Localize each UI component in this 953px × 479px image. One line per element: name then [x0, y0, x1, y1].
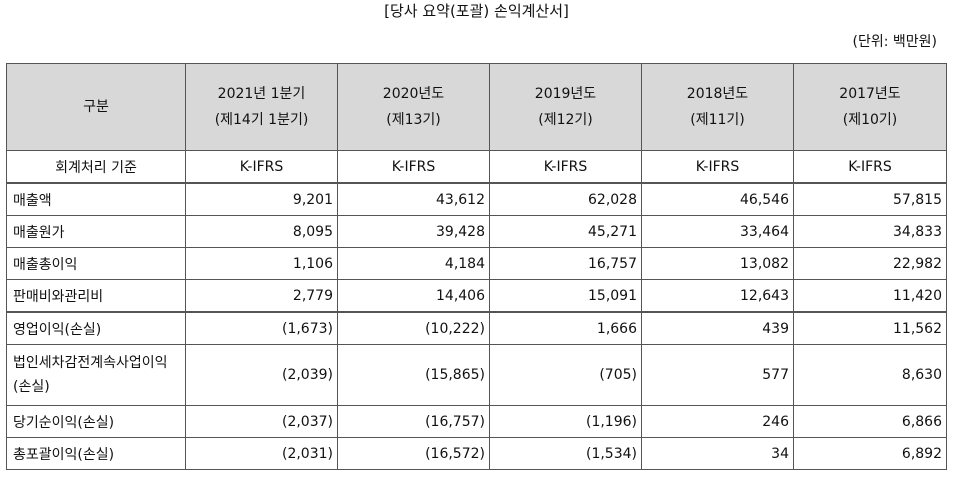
header-col-4: 2017년도 (제10기)	[793, 63, 947, 151]
header-col-line1: 2018년도	[686, 86, 749, 102]
row-label: 총포괄이익(손실)	[6, 437, 186, 470]
value-cell: 62,028	[489, 182, 642, 216]
value-cell: (16,757)	[337, 405, 490, 438]
table-row: 법인세차감전계속사업이익(손실) (2,039) (15,865) (705) …	[6, 344, 947, 406]
document-title: [당사 요약(포괄) 손익계산서]	[384, 2, 569, 20]
value-cell: 34,833	[793, 215, 947, 248]
value-cell: (2,039)	[185, 344, 338, 406]
value-cell: 12,643	[641, 279, 794, 313]
row-label: 당기순이익(손실)	[6, 405, 186, 438]
header-col-line1: 2017년도	[839, 86, 901, 102]
row-label: 매출총이익	[6, 247, 186, 280]
value-cell: 57,815	[793, 182, 947, 216]
value-cell: 2,779	[185, 279, 338, 313]
value-cell: 45,271	[489, 215, 642, 248]
header-col-line1: 2021년 1분기	[217, 86, 306, 102]
table-row: 총포괄이익(손실) (2,031) (16,572) (1,534) 34 6,…	[6, 437, 947, 470]
standard-cell: K-IFRS	[793, 150, 947, 184]
table-row: 당기순이익(손실) (2,037) (16,757) (1,196) 246 6…	[6, 405, 947, 438]
row-label: 영업이익(손실)	[6, 311, 186, 345]
value-cell: 16,757	[489, 247, 642, 280]
header-col-2: 2019년도 (제12기)	[489, 63, 642, 151]
value-cell: (2,031)	[185, 437, 338, 470]
header-col-line2: (제10기)	[842, 112, 898, 128]
value-cell: 34	[641, 437, 794, 470]
header-col-line2: (제12기)	[538, 112, 593, 128]
header-corner: 구분	[6, 63, 186, 151]
value-cell: 33,464	[641, 215, 794, 248]
row-label: 매출액	[6, 182, 186, 216]
header-col-line2: (제14기 1분기)	[214, 112, 309, 128]
standard-cell: K-IFRS	[185, 150, 338, 184]
table-row: 매출총이익 1,106 4,184 16,757 13,082 22,982	[6, 247, 947, 280]
value-cell: 22,982	[793, 247, 947, 280]
value-cell: 11,420	[793, 279, 947, 313]
value-cell: 13,082	[641, 247, 794, 280]
value-cell: 46,546	[641, 182, 794, 216]
header-row: 구분 2021년 1분기 (제14기 1분기) 2020년도 (제13기) 2019…	[6, 63, 947, 151]
row-label: 회계처리 기준	[6, 150, 186, 184]
value-cell: 8,095	[185, 215, 338, 248]
table-row: 판매비와관리비 2,779 14,406 15,091 12,643 11,42…	[6, 279, 947, 313]
header-col-0: 2021년 1분기 (제14기 1분기)	[185, 63, 338, 151]
value-cell: (16,572)	[337, 437, 490, 470]
value-cell: 15,091	[489, 279, 642, 313]
header-col-3: 2018년도 (제11기)	[641, 63, 794, 151]
value-cell: (1,196)	[489, 405, 642, 438]
value-cell: 1,666	[489, 311, 642, 345]
value-cell: 6,866	[793, 405, 947, 438]
value-cell: 39,428	[337, 215, 490, 248]
value-cell: (1,534)	[489, 437, 642, 470]
row-label: 법인세차감전계속사업이익(손실)	[6, 344, 186, 406]
value-cell: (15,865)	[337, 344, 490, 406]
value-cell: (1,673)	[185, 311, 338, 345]
table-row: 매출원가 8,095 39,428 45,271 33,464 34,833	[6, 215, 947, 248]
value-cell: 8,630	[793, 344, 947, 406]
value-cell: 439	[641, 311, 794, 345]
header-col-1: 2020년도 (제13기)	[337, 63, 490, 151]
header-col-line2: (제13기)	[386, 112, 441, 128]
value-cell: (2,037)	[185, 405, 338, 438]
value-cell: 4,184	[337, 247, 490, 280]
value-cell: 11,562	[793, 311, 947, 345]
table-row: 매출액 9,201 43,612 62,028 46,546 57,815	[6, 182, 947, 216]
unit-note: (단위: 백만원)	[852, 34, 938, 50]
row-label: 매출원가	[6, 215, 186, 248]
income-statement-table: 구분 2021년 1분기 (제14기 1분기) 2020년도 (제13기) 2019…	[6, 63, 947, 470]
standard-cell: K-IFRS	[489, 150, 642, 184]
value-cell: 43,612	[337, 182, 490, 216]
standard-cell: K-IFRS	[337, 150, 490, 184]
row-label: 판매비와관리비	[6, 279, 186, 313]
value-cell: 577	[641, 344, 794, 406]
header-col-line1: 2020년도	[382, 86, 445, 102]
value-cell: (705)	[489, 344, 642, 406]
value-cell: 14,406	[337, 279, 490, 313]
value-cell: (10,222)	[337, 311, 490, 345]
value-cell: 246	[641, 405, 794, 438]
value-cell: 9,201	[185, 182, 338, 216]
accounting-standard-row: 회계처리 기준 K-IFRS K-IFRS K-IFRS K-IFRS K-IF…	[6, 150, 947, 184]
table-row: 영업이익(손실) (1,673) (10,222) 1,666 439 11,5…	[6, 311, 947, 345]
value-cell: 6,892	[793, 437, 947, 470]
standard-cell: K-IFRS	[641, 150, 794, 184]
header-col-line2: (제11기)	[690, 112, 745, 128]
value-cell: 1,106	[185, 247, 338, 280]
header-col-line1: 2019년도	[534, 86, 597, 102]
